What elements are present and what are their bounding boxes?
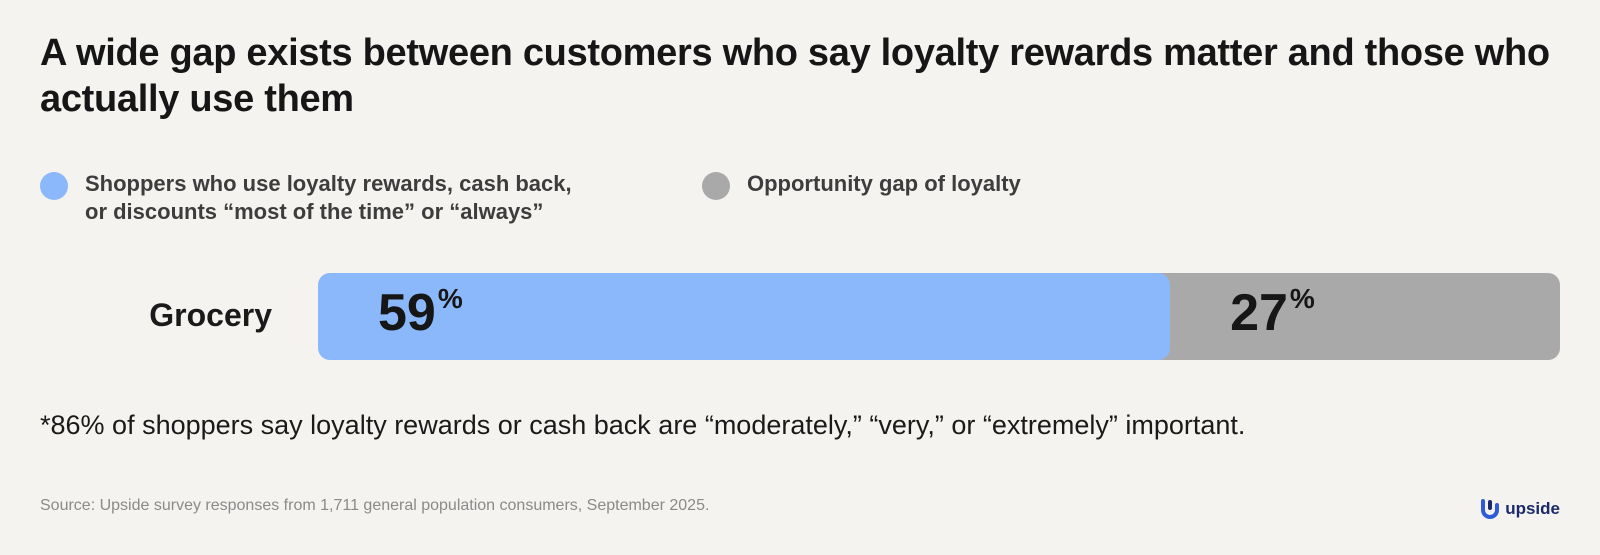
brand-logo: upside [1479, 498, 1560, 520]
footnote: *86% of shoppers say loyalty rewards or … [40, 410, 1246, 440]
bar-segment-users [318, 273, 1171, 360]
legend-label-gap: Opportunity gap of loyalty [747, 170, 1021, 198]
legend-label-gap-line-1: Opportunity gap of loyalty [747, 171, 1021, 196]
legend-label-users-line-1: Shoppers who use loyalty rewards, cash b… [85, 171, 572, 196]
legend-label-users: Shoppers who use loyalty rewards, cash b… [85, 170, 572, 226]
upside-logo-icon [1481, 499, 1500, 519]
source-note: Source: Upside survey responses from 1,7… [40, 497, 710, 514]
category-label: Grocery [149, 297, 272, 333]
bar-value-users-number: 59 [378, 284, 436, 342]
stacked-bar: 59% 27% [318, 273, 1560, 360]
legend-swatch-gap [702, 172, 730, 200]
legend-swatch-users [40, 172, 68, 200]
bar-value-gap-number: 27 [1230, 284, 1288, 342]
bar-segment-gap [1158, 273, 1560, 360]
chart-title: A wide gap exists between customers who … [40, 32, 1550, 120]
legend-item-gap: Opportunity gap of loyalty [702, 170, 1021, 200]
bar-value-gap-percent: % [1289, 283, 1315, 314]
legend-label-users-line-2: or discounts “most of the time” or “alwa… [85, 199, 544, 224]
legend-item-users: Shoppers who use loyalty rewards, cash b… [40, 170, 572, 226]
bar-value-users: 59% [378, 284, 463, 342]
bar-value-users-percent: % [437, 283, 463, 314]
brand-name: upside [1505, 499, 1560, 518]
bar-value-gap: 27% [1230, 284, 1315, 342]
